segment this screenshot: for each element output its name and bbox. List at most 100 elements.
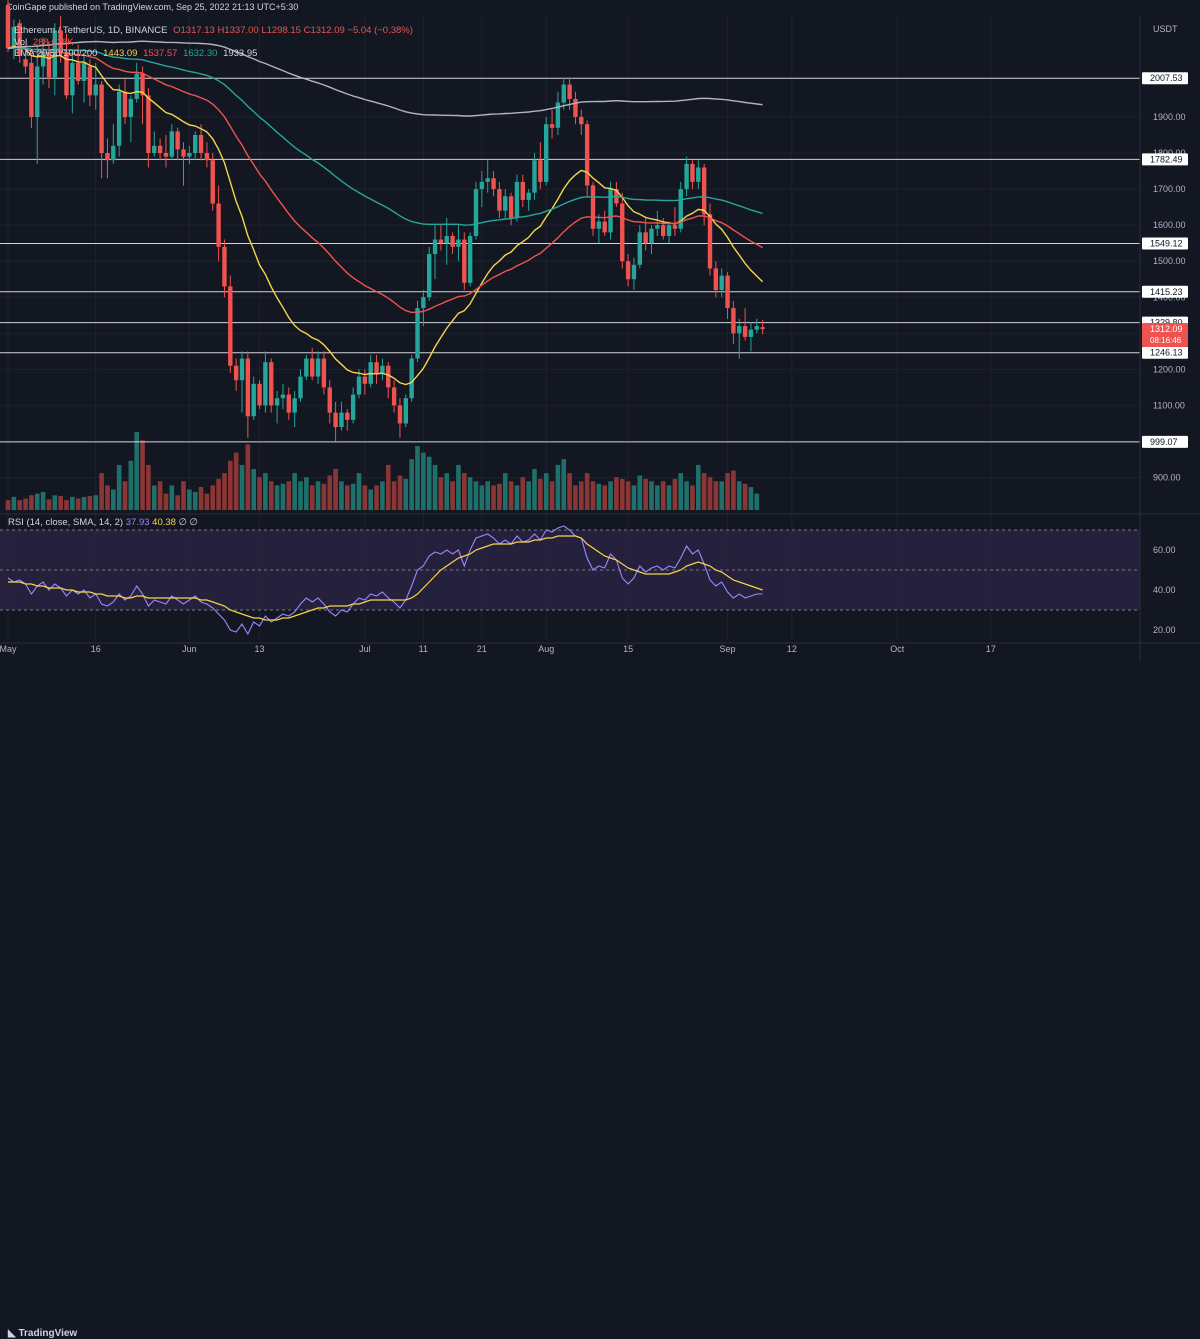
volume-bar [175, 495, 180, 510]
candle-body [467, 235, 473, 283]
volume-bar [93, 495, 99, 510]
candle-body [70, 62, 75, 96]
volume-bar [409, 459, 414, 510]
candle-body [122, 91, 128, 117]
time-tick-label: Oct [890, 644, 905, 654]
candle-body [105, 153, 110, 161]
volume-bar [438, 477, 444, 510]
volume-bar [228, 460, 233, 510]
volume-bar [701, 473, 707, 510]
volume-bar [11, 496, 17, 510]
volume-bar [75, 498, 81, 510]
candle-body [473, 189, 479, 236]
volume-bar [631, 485, 637, 510]
volume-bar [538, 478, 543, 510]
volume-bar [151, 485, 157, 510]
rsi-tick-label: 40.00 [1153, 585, 1176, 595]
candle-body [304, 358, 309, 377]
level-tag [1142, 237, 1188, 250]
candle-body [520, 181, 525, 200]
candle-body [152, 145, 157, 154]
volume-bar [520, 477, 526, 510]
volume-bar [374, 485, 379, 510]
volume-bar [122, 481, 128, 510]
candle-body [608, 189, 613, 233]
candle-body [596, 221, 602, 229]
volume-bar [660, 481, 666, 510]
candle-body [491, 178, 496, 190]
volume-bar [432, 464, 438, 510]
volume-bar [573, 485, 578, 510]
volume-bar [479, 485, 485, 510]
volume-bar [485, 481, 490, 510]
candle-body [538, 160, 543, 182]
legend-volume-row: Vol 288.618K [14, 37, 77, 48]
candle-body [11, 26, 17, 49]
volume-bar [643, 478, 648, 510]
rsi-sma-line [8, 535, 763, 621]
volume-bar [339, 481, 344, 510]
level-tag [1142, 346, 1188, 359]
candle-body [485, 178, 490, 182]
volume-bar [222, 473, 227, 510]
ema50-value: 1537.57 [143, 48, 178, 59]
volume-bar [333, 469, 338, 510]
candle-body [450, 235, 455, 247]
time-tick-label: 15 [623, 644, 633, 654]
volume-bar [81, 496, 87, 510]
price-tick-label: 1900.00 [1153, 112, 1186, 122]
candle-body [696, 167, 701, 182]
rsi-label[interactable]: RSI (14, close, SMA, 14, 2) [8, 517, 124, 528]
candle-body [748, 329, 754, 337]
candle-body [99, 84, 104, 154]
volume-bar [268, 481, 274, 510]
volume-bar [280, 483, 286, 510]
candle-body [274, 398, 280, 406]
volume-bar [696, 464, 701, 510]
volume-bar [690, 485, 695, 510]
candle-body [415, 308, 420, 359]
candle-body [637, 232, 642, 265]
footer-bar: ◣ TradingView [0, 662, 1200, 1339]
candle-body [380, 365, 385, 373]
level-tag-label: 1549.12 [1150, 238, 1183, 248]
candle-body [257, 383, 262, 406]
volume-bar [426, 456, 432, 510]
volume-bar [526, 481, 531, 510]
level-tag [1142, 285, 1188, 298]
volume-bar [192, 491, 198, 510]
tradingview-logo[interactable]: ◣ TradingView [8, 1328, 77, 1339]
ema-line-100 [7, 47, 763, 226]
volume-bar [391, 481, 397, 510]
candle-body [625, 261, 631, 280]
rsi-value: 37.93 [125, 517, 150, 528]
price-tick-label: 1200.00 [1153, 364, 1186, 374]
symbol-label[interactable]: Ethereum / TetherUS, 1D, BINANCE [14, 25, 168, 36]
candle-body [339, 412, 344, 428]
volume-label[interactable]: Vol [14, 37, 28, 48]
volume-bar [561, 459, 567, 510]
volume-bar [134, 432, 139, 510]
tradingview-icon: ◣ [8, 1328, 16, 1339]
candle-body [210, 160, 215, 204]
volume-value: 288.618K [32, 37, 74, 48]
candle-body [87, 66, 93, 96]
time-tick-label: May [0, 644, 17, 654]
price-tick-label: 1500.00 [1153, 256, 1186, 266]
candle-body [631, 264, 637, 280]
candle-body [193, 134, 198, 154]
level-tag-label: 1782.49 [1150, 154, 1183, 164]
time-tick-label: 13 [255, 644, 265, 654]
candle-body [286, 394, 291, 413]
candle-body [421, 297, 426, 309]
volume-bar [678, 473, 684, 510]
ema200-value: 1933.95 [223, 48, 258, 59]
ema-label[interactable]: EMA 20/50/100/200 [14, 48, 98, 59]
volume-bar [415, 446, 420, 510]
candle-body [46, 52, 52, 78]
level-tag-label: 1329.80 [1150, 318, 1183, 328]
volume-bar [239, 464, 245, 510]
candle-body [742, 326, 748, 337]
candle-body [81, 62, 87, 81]
volume-bar [187, 489, 192, 510]
